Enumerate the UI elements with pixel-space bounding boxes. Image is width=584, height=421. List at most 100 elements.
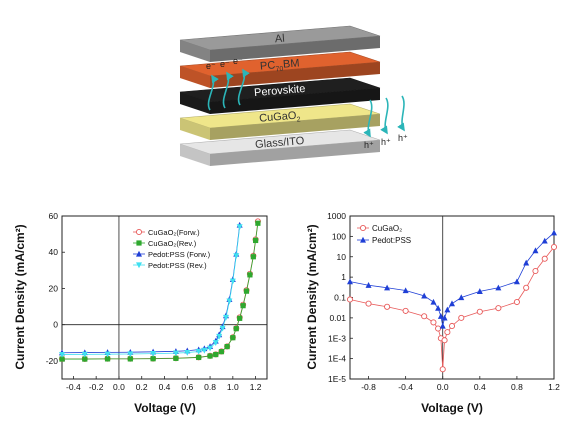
electron-label: e⁻ [220,59,230,69]
electron-arrow [222,71,234,109]
data-point [476,288,483,294]
legend-label: Pedot:PSS (Rev.) [148,261,207,270]
data-point [104,356,111,362]
data-point [150,351,157,357]
layer-label: Al [274,33,285,46]
legend-box [130,226,226,272]
y-tick-label: 1E-3 [328,333,346,343]
data-point [532,247,539,254]
y-tick-label: 20 [49,283,59,293]
x-tick-label: 0.8 [204,382,216,392]
jv-log-chart: -0.8 -0.4 0.0 0.4 0.8 1.2 1000 100 10 1 0.1 0.01 1E-… [305,211,560,415]
data-point [458,294,465,301]
data-point [513,278,520,285]
x-tick-label: 0.4 [474,382,486,392]
data-point [495,284,502,291]
y-axis-label: Current Density (mA/cm²) [13,224,27,369]
data-point [444,306,451,313]
data-point [136,240,142,246]
data-point [219,325,226,332]
data-point [476,308,483,315]
data-point [430,319,437,326]
x-tick-label: 0.0 [437,382,449,392]
electron-label: e⁻ [233,56,243,66]
data-point [550,243,558,251]
data-point [430,298,437,305]
legend-label: CuGaO₂(Rev.) [148,239,197,248]
data-point [541,237,548,244]
x-tick-label: -0.8 [361,382,376,392]
y-tick-label: -20 [46,356,59,366]
data-point [195,348,202,355]
x-tick-label: -0.4 [66,382,81,392]
data-point [59,356,65,362]
data-point [347,278,353,285]
layer-pc: PC70BM [179,51,381,88]
data-point [441,314,448,321]
data-point [435,304,442,311]
data-point [201,347,208,354]
data-point [218,349,225,355]
series-line [62,223,259,360]
data-point [81,351,88,358]
x-axis-label: Voltage (V) [134,401,196,415]
data-point [458,314,465,321]
data-point [233,253,240,260]
data-point [360,236,366,243]
data-point [439,366,446,373]
data-point [104,351,111,358]
data-point [449,300,455,307]
data-point [135,228,143,236]
data-point [365,300,372,307]
x-tick-label: -0.4 [398,382,413,392]
electron-arrow [237,68,250,106]
data-point [365,282,372,288]
data-point [421,292,428,299]
data-point [82,356,88,362]
x-tick-label: 0.8 [511,382,523,392]
data-point [253,237,259,244]
hole-label: h⁺ [381,137,391,147]
data-point [444,329,451,336]
data-point [229,278,236,285]
data-point [250,254,256,260]
data-point [346,296,354,303]
x-tick-label: 0.2 [136,382,148,392]
hole-arrow [363,99,373,138]
layer-label: CuGaO2 [259,109,301,126]
data-point [150,356,156,362]
data-point [448,322,456,330]
y-tick-label: 1E-4 [328,354,346,364]
x-tick-label: 0.6 [181,382,193,392]
data-point [359,224,367,232]
data-point [127,356,133,362]
y-tick-label: 40 [49,247,59,257]
x-tick-label: 1.0 [227,382,239,392]
series-line [349,232,555,327]
data-point [216,333,223,340]
data-point [255,220,261,226]
layer-label: Perovskite [254,83,306,99]
layer-cugao: CuGaO2 [179,103,381,140]
data-point [384,303,391,310]
data-point [523,284,530,291]
data-point [224,343,230,350]
data-point [441,337,448,344]
data-point [402,287,409,294]
legend-label: Pedot:PSS [372,236,411,245]
electron-label: e⁻ [206,61,216,71]
layer-al: Al [179,25,381,62]
y-tick-label: 0.01 [329,313,346,323]
data-point [513,298,520,306]
data-point [247,272,253,278]
hole-arrow [380,97,389,135]
data-point [421,313,428,320]
data-point [172,350,179,357]
data-point [495,305,502,312]
data-point [212,340,219,346]
jv-linear-chart: -0.4 -0.2 0.0 0.2 0.4 0.6 0.8 1.0 1.2-200204060 … [13,211,268,415]
y-tick-label: 1 [341,272,346,282]
data-point [237,315,243,321]
data-point [173,355,179,361]
